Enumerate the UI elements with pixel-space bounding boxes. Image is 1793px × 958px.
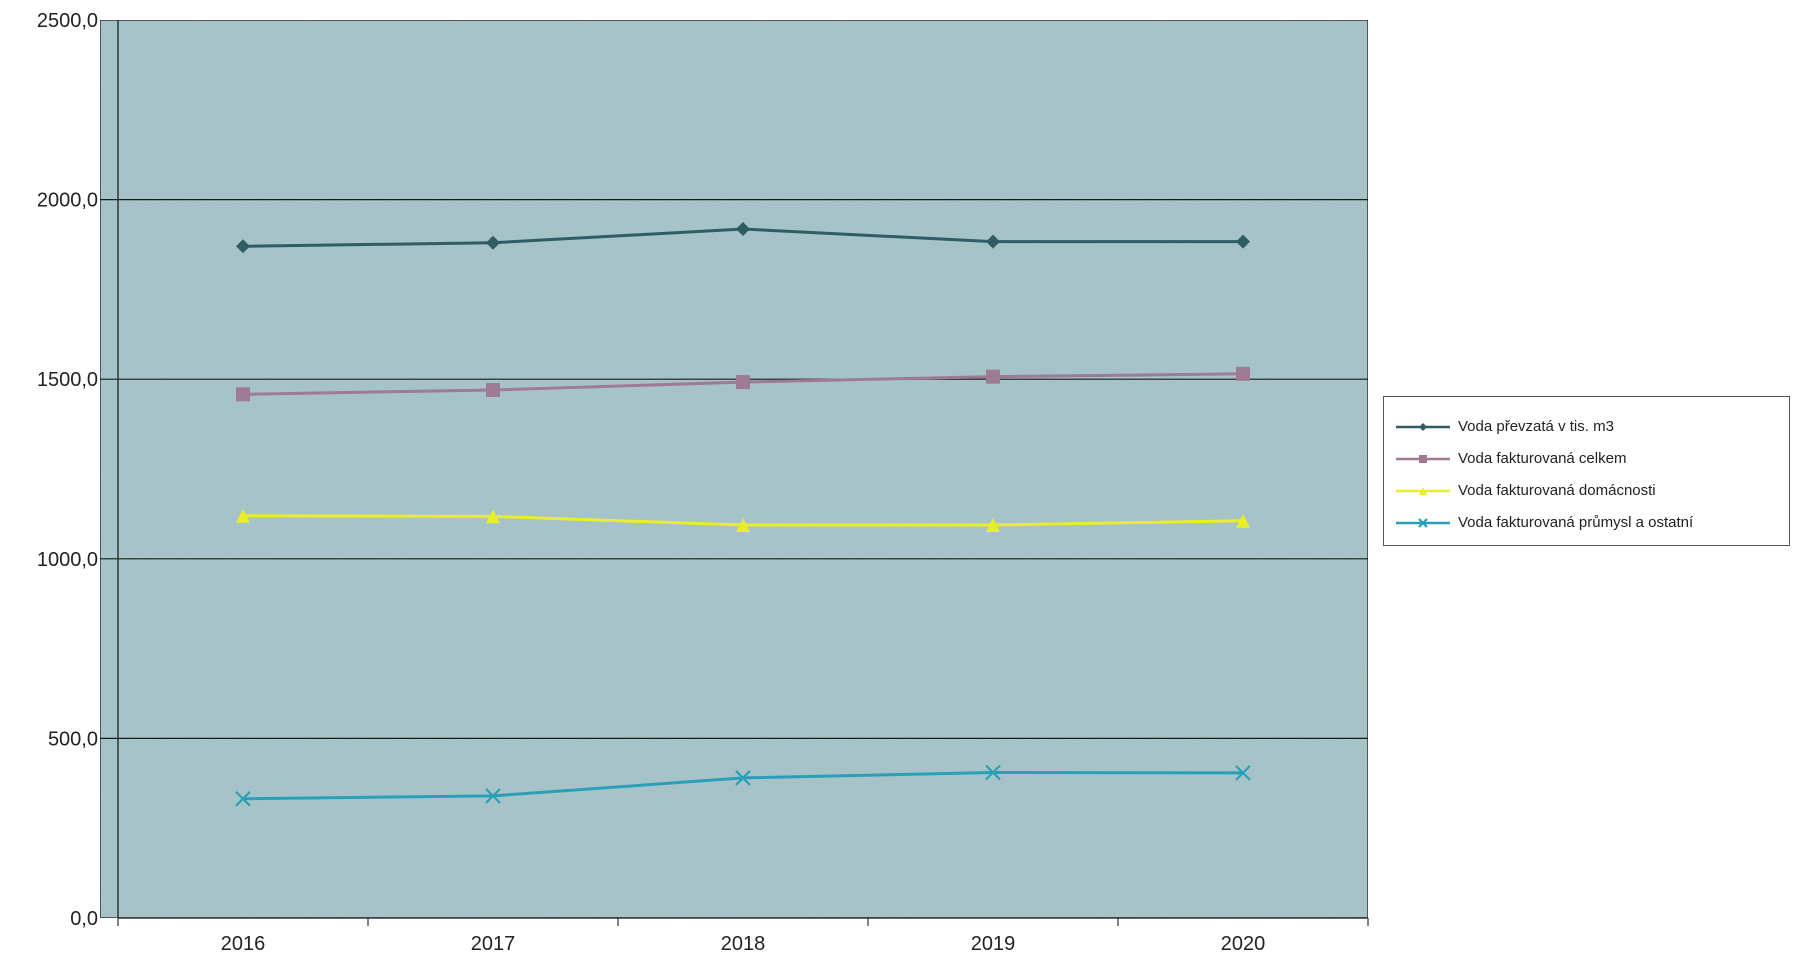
- plot-area: [99, 19, 1369, 919]
- y-tick-label: 2000,0: [37, 190, 98, 212]
- legend-swatch: [1396, 423, 1450, 431]
- legend-label: Voda fakturovaná průmysl a ostatní: [1458, 514, 1694, 531]
- data-point: [486, 382, 500, 397]
- legend-swatch: [1396, 518, 1450, 528]
- data-point: [1419, 423, 1427, 431]
- legend-item: Voda převzatá v tis. m3: [1392, 415, 1787, 441]
- data-point: [235, 790, 251, 807]
- x-tick-label: 2016: [221, 933, 266, 955]
- data-point: [986, 234, 1000, 249]
- data-point: [236, 387, 250, 402]
- legend: Voda převzatá v tis. m3 Voda fakturovaná …: [1383, 396, 1790, 546]
- data-point: [1419, 487, 1427, 495]
- x-tick-label: 2020: [1221, 933, 1266, 955]
- y-tick-label: 1000,0: [37, 549, 98, 571]
- data-point: [236, 239, 250, 254]
- legend-label: Voda fakturovaná domácnosti: [1458, 482, 1656, 499]
- legend-item: Voda fakturovaná domácnosti: [1392, 479, 1787, 505]
- data-point: [986, 518, 1000, 533]
- data-point: [735, 770, 751, 786]
- y-tick-label: 2500,0: [37, 10, 98, 32]
- legend-label: Voda převzatá v tis. m3: [1458, 418, 1614, 435]
- data-point: [486, 509, 500, 524]
- legend-item: Voda fakturovaná celkem: [1392, 447, 1787, 473]
- data-point: [1236, 234, 1250, 249]
- data-point: [1236, 513, 1250, 528]
- data-point: [1419, 455, 1427, 463]
- x-tick-label: 2019: [971, 933, 1016, 955]
- data-point: [1418, 518, 1428, 528]
- y-tick-label: 1500,0: [37, 369, 98, 391]
- x-tick-label: 2017: [471, 933, 516, 955]
- x-tick-label: 2018: [721, 933, 766, 955]
- y-tick-label: 500,0: [48, 728, 98, 750]
- data-point: [236, 508, 250, 523]
- y-tick-label: 0,0: [70, 908, 98, 930]
- legend-swatch: [1396, 455, 1450, 463]
- data-point: [486, 235, 500, 250]
- data-point: [736, 375, 750, 390]
- data-point: [736, 222, 750, 237]
- legend-swatch: [1396, 487, 1450, 495]
- legend-item: Voda fakturovaná průmysl a ostatní: [1392, 511, 1787, 537]
- data-point: [1235, 765, 1251, 781]
- data-point: [485, 788, 501, 804]
- data-point: [986, 369, 1000, 384]
- data-point: [985, 764, 1001, 781]
- data-point: [736, 518, 750, 533]
- legend-label: Voda fakturovaná celkem: [1458, 450, 1627, 467]
- data-point: [1236, 366, 1250, 381]
